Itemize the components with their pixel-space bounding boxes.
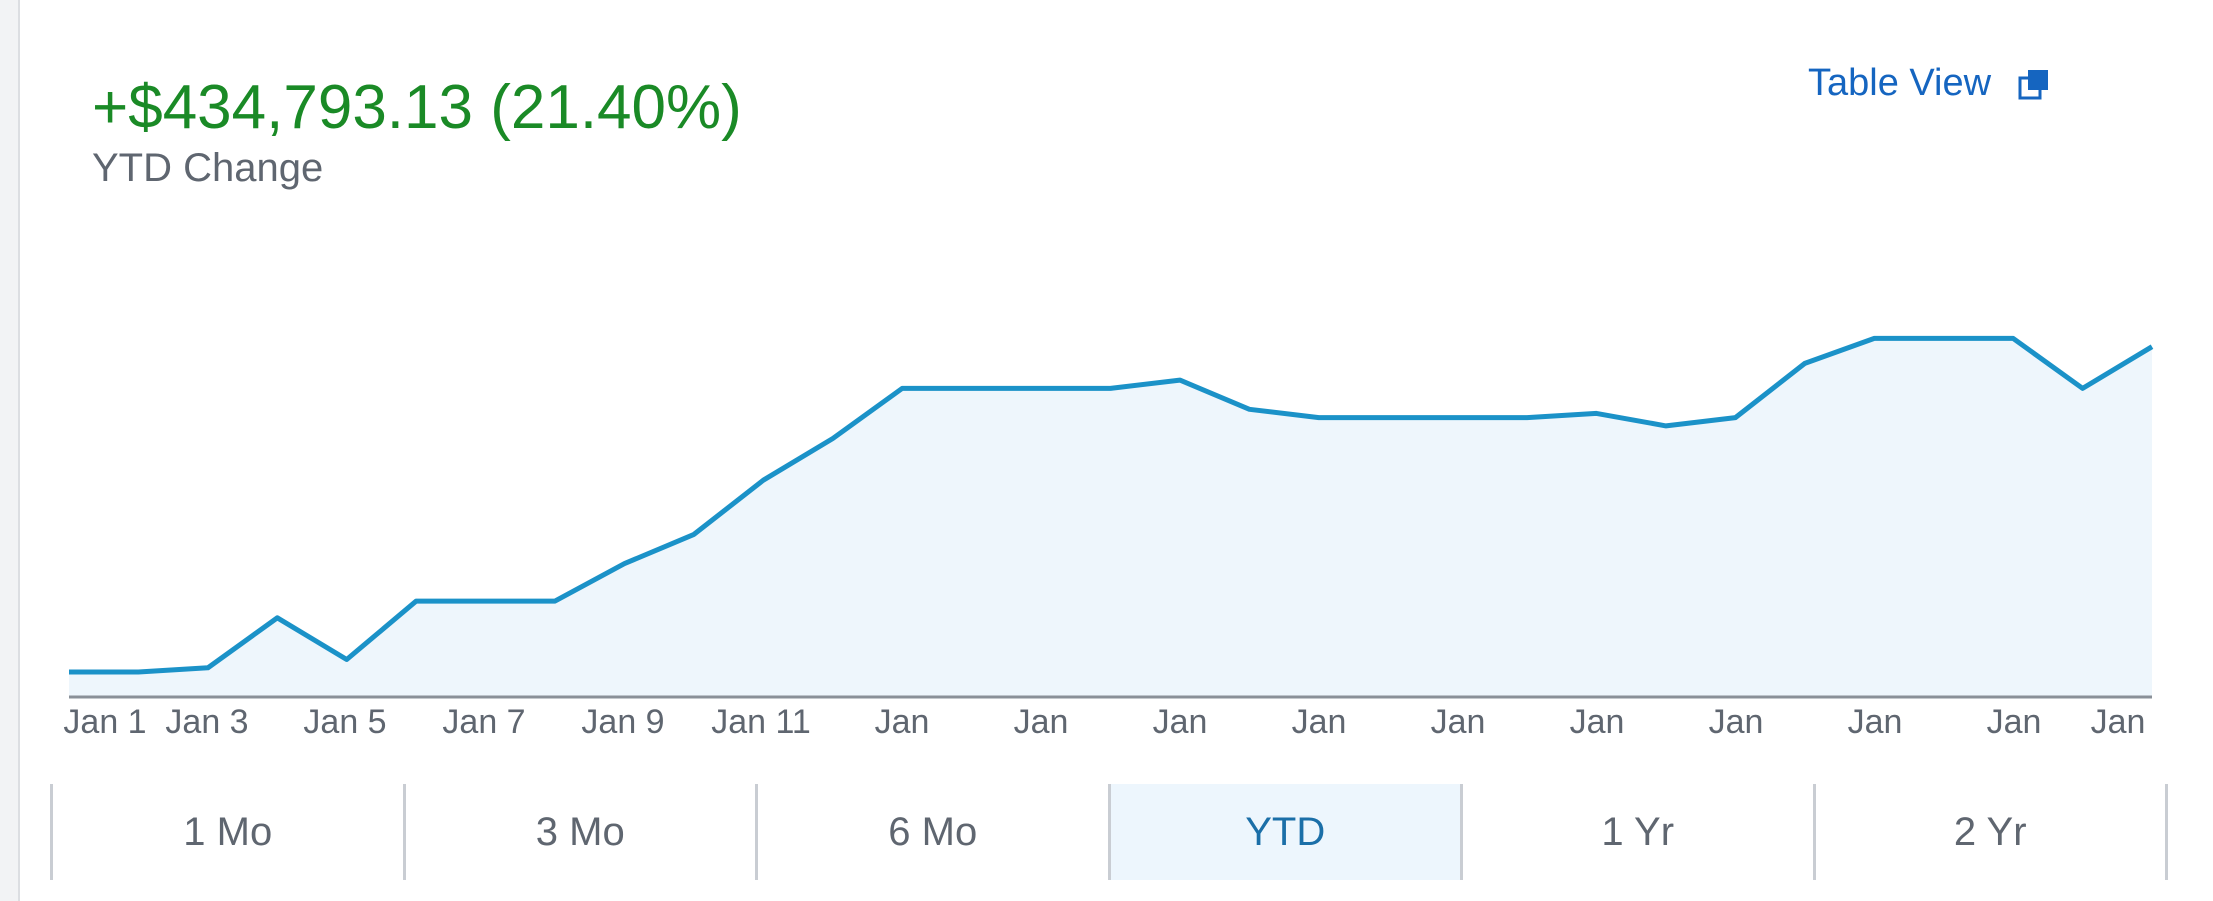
range-tab-6mo[interactable]: 6 Mo (755, 784, 1108, 880)
left-edge-panel (0, 0, 20, 901)
x-tick-label-7: Jan (1014, 703, 1069, 741)
range-tab-ytd[interactable]: YTD (1107, 784, 1460, 880)
x-tick-label-15: Jan (2091, 703, 2146, 741)
x-tick-label-9: Jan (1292, 703, 1347, 741)
ytd-change-label: YTD Change (92, 146, 324, 190)
x-tick-label-2: Jan 5 (303, 703, 386, 741)
popout-icon (2017, 67, 2051, 101)
range-tab-3mo[interactable]: 3 Mo (402, 784, 756, 880)
x-tick-label-10: Jan (1431, 703, 1486, 741)
range-tab-1mo[interactable]: 1 Mo (50, 784, 403, 880)
range-tab-1yr[interactable]: 1 Yr (1460, 784, 1813, 880)
x-tick-label-12: Jan (1709, 703, 1764, 741)
ytd-area-chart: Jan 1 Jan 3 Jan 5 Jan 7 Jan 9 Jan 11 Jan Jan Jan… (63, 335, 2154, 741)
x-tick-label-0: Jan 1 (63, 703, 146, 741)
x-tick-label-1: Jan 3 (165, 703, 248, 741)
x-tick-label-4: Jan 9 (581, 703, 664, 741)
x-tick-label-8: Jan (1153, 703, 1208, 741)
chart-series-line (69, 335, 2154, 675)
x-tick-label-6: Jan (875, 703, 930, 741)
x-tick-label-11: Jan (1570, 703, 1625, 741)
x-tick-label-14: Jan (1987, 703, 2042, 741)
ytd-change-value: +$434,793.13 (21.40%) (92, 73, 742, 142)
range-tab-2yr[interactable]: 2 Yr (1812, 784, 2168, 880)
x-tick-label-3: Jan 7 (442, 703, 525, 741)
x-tick-label-5: Jan 11 (711, 703, 811, 741)
range-selector: 1 Mo 3 Mo 6 Mo YTD 1 Yr 2 Yr (50, 784, 2168, 880)
table-view-label: Table View (1808, 62, 1992, 104)
table-view-link[interactable]: Table View (1808, 62, 2051, 105)
x-tick-label-13: Jan (1848, 703, 1903, 741)
chart-area-fill (69, 338, 2152, 697)
